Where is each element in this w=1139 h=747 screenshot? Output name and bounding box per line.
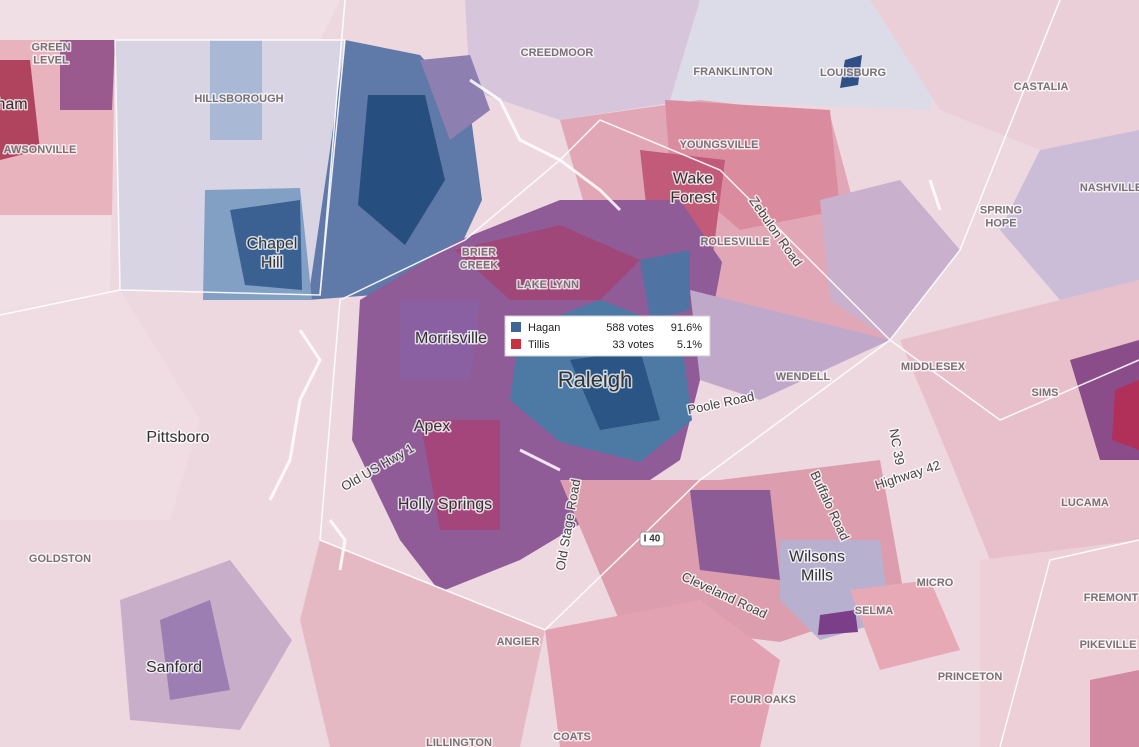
town-label: HOPE (985, 217, 1016, 229)
town-label: MIDDLESEX (901, 361, 966, 373)
share: 91.6% (671, 322, 702, 334)
town-label: SPRING (980, 204, 1022, 216)
town-label: AWSONVILLE (4, 144, 77, 156)
town-label: PRINCETON (938, 671, 1003, 683)
highway-label: I 40 (644, 534, 661, 545)
town-label: LAKE LYNN (517, 279, 579, 291)
town-label: YOUNGSVILLE (680, 139, 759, 151)
town-label: FRANKLINTON (693, 66, 772, 78)
candidate: Tillis (528, 339, 550, 351)
town-label: LUCAMA (1061, 497, 1109, 509)
city-label: Wilsons (789, 549, 845, 566)
town-label: ROLESVILLE (700, 236, 769, 248)
town-label: LILLINGTON (426, 737, 492, 747)
votes: 588 votes (606, 322, 654, 334)
city-label: Wake (673, 171, 713, 188)
city-label: Forest (670, 190, 716, 207)
town-label: WENDELL (776, 371, 831, 383)
highway-shield (639, 531, 665, 547)
tooltip-box (504, 315, 711, 357)
town-label: SELMA (855, 605, 894, 617)
candidate: Hagan (528, 322, 560, 334)
town-label: NASHVILLE (1080, 182, 1139, 194)
water (268, 78, 942, 571)
town-label: HILLSBOROUGH (194, 93, 283, 105)
city-label: Holly Springs (398, 496, 492, 513)
city-label: Mills (801, 568, 833, 585)
legend-swatch (511, 322, 521, 332)
city-label: Sanford (146, 659, 202, 676)
town-label: GREEN (31, 41, 70, 53)
tooltip: Hagan 588 votes 91.6% Tillis 33 votes 5.… (504, 315, 711, 357)
city-label: Pittsboro (146, 429, 209, 446)
town-label: CREEK (460, 259, 499, 271)
legend-swatch (511, 339, 521, 349)
town-label: COATS (553, 731, 591, 743)
city-label: Chapel (247, 236, 298, 253)
town-label: CREEDMOOR (521, 47, 594, 59)
town-label: GOLDSTON (29, 553, 91, 565)
town-label: SIMS (1032, 387, 1059, 399)
town-label: FOUR OAKS (730, 694, 796, 706)
city-label: Hill (261, 255, 283, 272)
town-label: ANGIER (497, 636, 540, 648)
city-label: ham (0, 96, 28, 113)
town-label: MICRO (917, 577, 954, 589)
town-label: LOUISBURG (820, 67, 886, 79)
town-label: PIKEVILLE (1080, 639, 1137, 651)
town-label: FREMONT (1084, 592, 1139, 604)
city-label: Raleigh (558, 367, 633, 392)
town-label: BRIER (462, 246, 496, 258)
share: 5.1% (677, 339, 702, 351)
votes: 33 votes (612, 339, 654, 351)
city-label: Morrisville (415, 330, 487, 347)
town-label: LEVEL (33, 54, 69, 66)
town-label: CASTALIA (1014, 81, 1069, 93)
city-label: Apex (414, 418, 450, 435)
